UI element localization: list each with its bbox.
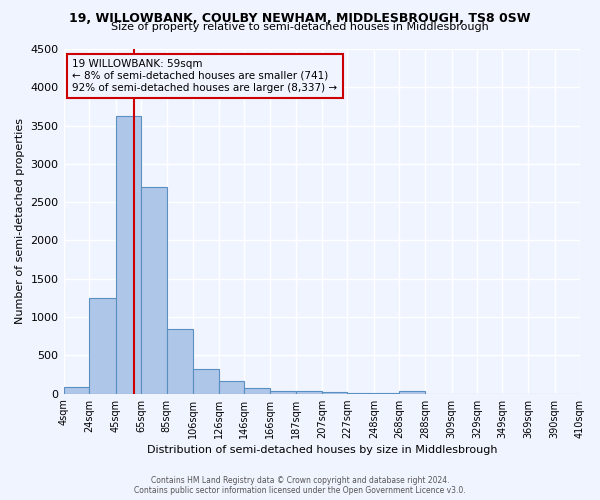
Bar (296, 392, 322, 394)
X-axis label: Distribution of semi-detached houses by size in Middlesbrough: Distribution of semi-detached houses by … (146, 445, 497, 455)
Text: 19 WILLOWBANK: 59sqm
← 8% of semi-detached houses are smaller (741)
92% of semi-: 19 WILLOWBANK: 59sqm ← 8% of semi-detach… (73, 60, 338, 92)
Text: 19, WILLOWBANK, COULBY NEWHAM, MIDDLESBROUGH, TS8 0SW: 19, WILLOWBANK, COULBY NEWHAM, MIDDLESBR… (69, 12, 531, 26)
Text: Contains HM Land Registry data © Crown copyright and database right 2024.
Contai: Contains HM Land Registry data © Crown c… (134, 476, 466, 495)
Bar (167, 328, 193, 394)
Bar (89, 298, 116, 394)
Bar (116, 116, 141, 394)
Bar (269, 390, 296, 394)
Bar (141, 187, 167, 394)
Bar (64, 387, 89, 394)
Bar (219, 382, 244, 394)
Bar (400, 392, 425, 394)
Bar (193, 369, 219, 394)
Y-axis label: Number of semi-detached properties: Number of semi-detached properties (15, 118, 25, 324)
Text: Size of property relative to semi-detached houses in Middlesbrough: Size of property relative to semi-detach… (111, 22, 489, 32)
Bar (347, 393, 374, 394)
Bar (322, 392, 347, 394)
Bar (244, 388, 269, 394)
